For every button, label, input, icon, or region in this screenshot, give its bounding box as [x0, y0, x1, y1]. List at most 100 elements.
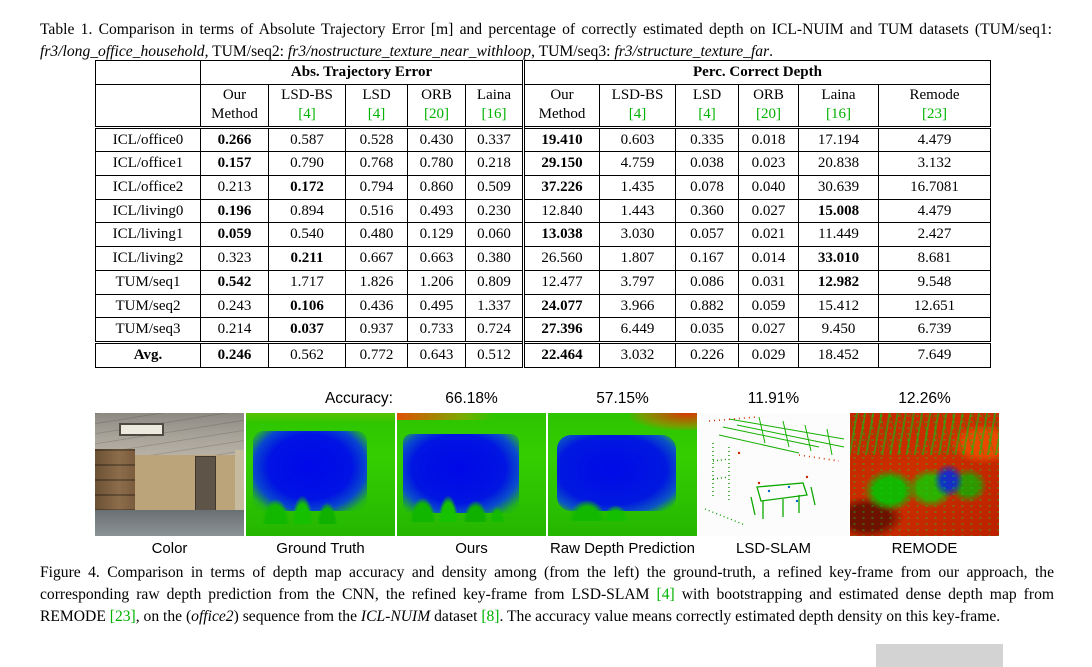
value-cell: 0.211: [268, 246, 346, 271]
column-header-name: LSD-BS: [611, 86, 664, 103]
figure-column-raw-depth: Raw Depth Prediction: [548, 413, 697, 557]
table-row: Avg. 0.246 0.562 0.772 0.643 0.512 22.464 3.032…: [95, 340, 991, 368]
image-label-ours: Ours: [455, 540, 488, 557]
value-cell: 0.772: [345, 340, 408, 368]
column-header-name: LSD-BS: [281, 86, 333, 103]
column-header-name: ORB: [421, 86, 452, 103]
value-cell: 1.717: [268, 269, 346, 295]
value-cell: 0.360: [675, 198, 739, 224]
citation-link[interactable]: [4]: [698, 106, 716, 123]
value-cell: 0.724: [465, 317, 524, 343]
value-cell: 0.014: [738, 246, 799, 271]
accuracy-label: Accuracy:: [324, 390, 393, 407]
column-header: Remode [23]: [878, 83, 991, 128]
citation-link[interactable]: [16]: [481, 106, 507, 123]
accuracy-value-lsd: 11.91%: [747, 390, 800, 407]
value-cell: 2.427: [878, 222, 991, 248]
value-cell: 0.214: [200, 317, 269, 343]
table-row: ICL/living1 0.059 0.540 0.480 0.129 0.060 13.0…: [95, 222, 991, 248]
value-cell: 0.603: [599, 125, 676, 153]
figure-images-row: Color Ground Truth Ours Ra: [95, 413, 999, 557]
value-cell: 0.018: [738, 125, 799, 153]
table-row: ICL/office1 0.157 0.790 0.768 0.780 0.218 29.1…: [95, 151, 991, 177]
row-label: TUM/seq1: [95, 269, 201, 295]
image-label-color: Color: [151, 540, 188, 557]
citation-link[interactable]: [4]: [656, 586, 675, 604]
value-cell: 0.335: [675, 125, 739, 153]
value-cell: 0.894: [268, 198, 346, 224]
value-cell: 0.243: [200, 293, 269, 319]
raw-depth-image: [548, 413, 697, 536]
column-header-name: Our: [222, 86, 247, 103]
column-header: ORB [20]: [738, 83, 799, 128]
value-cell: 0.027: [738, 198, 799, 224]
value-cell: 0.860: [407, 175, 466, 200]
value-cell: 0.157: [200, 151, 269, 177]
value-cell: 0.733: [407, 317, 466, 343]
image-label-raw-depth: Raw Depth Prediction: [549, 540, 696, 557]
citation-link[interactable]: [23]: [109, 608, 136, 626]
value-cell: 12.840: [522, 198, 600, 224]
accuracy-value-ours: 66.18%: [445, 390, 498, 407]
value-cell: 0.323: [200, 246, 269, 271]
value-cell: 20.838: [798, 151, 879, 177]
row-label: ICL/living2: [95, 246, 201, 271]
value-cell: 0.038: [675, 151, 739, 177]
value-cell: 0.226: [675, 340, 739, 368]
value-cell: 0.027: [738, 317, 799, 343]
row-label: ICL/office0: [95, 125, 201, 153]
column-header-name: LSD: [362, 86, 391, 103]
value-cell: 0.512: [465, 340, 524, 368]
citation-link[interactable]: [23]: [922, 106, 947, 123]
figure-column-lsd-slam: LSD-SLAM: [699, 413, 848, 557]
citation-link[interactable]: [16]: [826, 106, 851, 123]
value-cell: 19.410: [522, 125, 600, 153]
table-row: TUM/seq2 0.243 0.106 0.436 0.495 1.337 24.077 3…: [95, 293, 991, 319]
figure-caption: Figure 4. Comparison in terms of depth m…: [40, 564, 1054, 626]
table-row: ICL/living2 0.323 0.211 0.667 0.663 0.380 26.5…: [95, 246, 991, 271]
depth-furniture: [260, 481, 354, 524]
citation-link[interactable]: [4]: [298, 106, 316, 123]
value-cell: 11.449: [798, 222, 879, 248]
value-cell: 0.246: [200, 340, 269, 368]
column-header-name: Our: [550, 86, 574, 103]
value-cell: 13.038: [522, 222, 600, 248]
column-header-name: Method: [538, 106, 586, 123]
citation-link[interactable]: [20]: [756, 106, 781, 123]
figure-column-ground-truth: Ground Truth: [246, 413, 395, 557]
remode-green-structures: [861, 459, 988, 512]
citation-link[interactable]: [8]: [481, 608, 500, 626]
value-cell: 0.809: [465, 269, 524, 295]
column-header-name: LSD: [692, 86, 722, 103]
accuracy-row: Accuracy: 66.18% 57.15% 11.91% 12.26%: [95, 390, 999, 408]
table-row: ICL/living0 0.196 0.894 0.516 0.493 0.230 12.8…: [95, 198, 991, 224]
citation-link[interactable]: [20]: [424, 106, 449, 123]
column-header: LSD [4]: [675, 83, 739, 128]
value-cell: 9.450: [798, 317, 879, 343]
value-cell: 0.495: [407, 293, 466, 319]
corner-cell: [95, 60, 201, 85]
value-cell: 0.040: [738, 175, 799, 200]
value-cell: 16.7081: [878, 175, 991, 200]
remode-ceiling-streaks: [850, 413, 999, 455]
value-cell: 0.230: [465, 198, 524, 224]
value-cell: 30.639: [798, 175, 879, 200]
citation-link[interactable]: [4]: [628, 106, 647, 123]
remode-blue-patch: [931, 462, 965, 500]
value-cell: 0.436: [345, 293, 408, 319]
value-cell: 0.663: [407, 246, 466, 271]
value-cell: 0.031: [738, 269, 799, 295]
value-cell: 0.937: [345, 317, 408, 343]
value-cell: 3.132: [878, 151, 991, 177]
value-cell: 1.337: [465, 293, 524, 319]
column-header: Our Method: [522, 83, 600, 128]
photo-cabinet: [95, 448, 136, 519]
group-header-row: Abs. Trajectory Error Perc. Correct Dept…: [95, 60, 991, 85]
citation-link[interactable]: [4]: [367, 106, 386, 123]
value-cell: 0.768: [345, 151, 408, 177]
group-header-depth: Perc. Correct Depth: [522, 60, 991, 85]
value-cell: 9.548: [878, 269, 991, 295]
value-cell: 0.057: [675, 222, 739, 248]
row-label: TUM/seq3: [95, 317, 201, 343]
